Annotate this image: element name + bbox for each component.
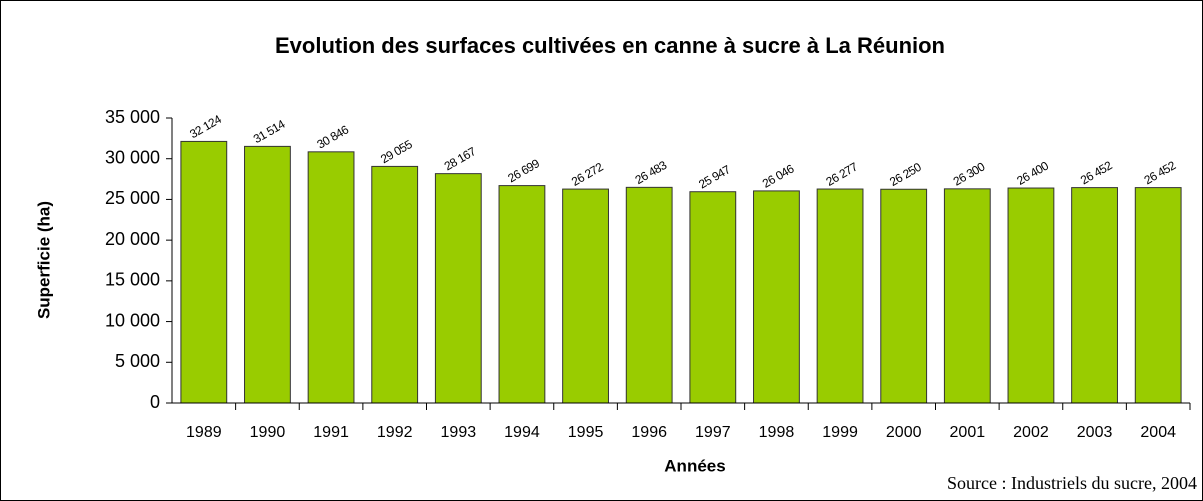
bar xyxy=(307,151,355,404)
y-tick-label: 35 000 xyxy=(105,107,160,127)
x-tick-label: 1995 xyxy=(568,424,604,441)
x-tick-label: 2004 xyxy=(1140,424,1176,441)
y-tick-label: 10 000 xyxy=(105,310,160,330)
bar xyxy=(1071,187,1118,404)
y-axis-label: Superficie (ha) xyxy=(34,201,53,319)
y-tick-label: 30 000 xyxy=(105,147,160,167)
bar xyxy=(1134,187,1182,404)
bar xyxy=(689,191,737,404)
x-tick-label: 2001 xyxy=(950,424,986,441)
x-tick-label: 1997 xyxy=(695,424,731,441)
x-tick-label: 1999 xyxy=(822,424,858,441)
bar xyxy=(1007,187,1055,404)
x-tick-label: 1991 xyxy=(313,424,349,441)
y-tick-label: 0 xyxy=(150,392,160,412)
bar xyxy=(880,188,928,404)
y-tick-label: 5 000 xyxy=(115,351,160,371)
bar xyxy=(816,188,864,404)
bar xyxy=(180,140,228,404)
bar xyxy=(943,188,991,404)
x-tick-label: 2002 xyxy=(1013,424,1049,441)
x-tick-label: 1992 xyxy=(377,424,413,441)
bar xyxy=(625,186,673,404)
x-tick-label: 1996 xyxy=(631,424,667,441)
x-axis-label: Années xyxy=(664,456,725,475)
bar xyxy=(753,190,800,404)
bar xyxy=(371,165,419,404)
y-tick-label: 25 000 xyxy=(105,188,160,208)
x-tick-label: 1994 xyxy=(504,424,540,441)
y-tick-label: 15 000 xyxy=(105,270,160,290)
x-tick-label: 1993 xyxy=(441,424,477,441)
source-note: Source : Industriels du sucre, 2004 xyxy=(947,473,1197,493)
bar xyxy=(244,145,291,404)
y-tick-label: 20 000 xyxy=(105,229,160,249)
bar xyxy=(562,188,609,404)
x-tick-label: 1990 xyxy=(250,424,286,441)
bar xyxy=(434,173,482,404)
chart-title: Evolution des surfaces cultivées en cann… xyxy=(275,33,945,58)
bar xyxy=(498,185,546,404)
x-tick-label: 1998 xyxy=(759,424,795,441)
x-tick-label: 2000 xyxy=(886,424,922,441)
x-tick-label: 2003 xyxy=(1077,424,1113,441)
x-tick-label: 1989 xyxy=(186,424,222,441)
